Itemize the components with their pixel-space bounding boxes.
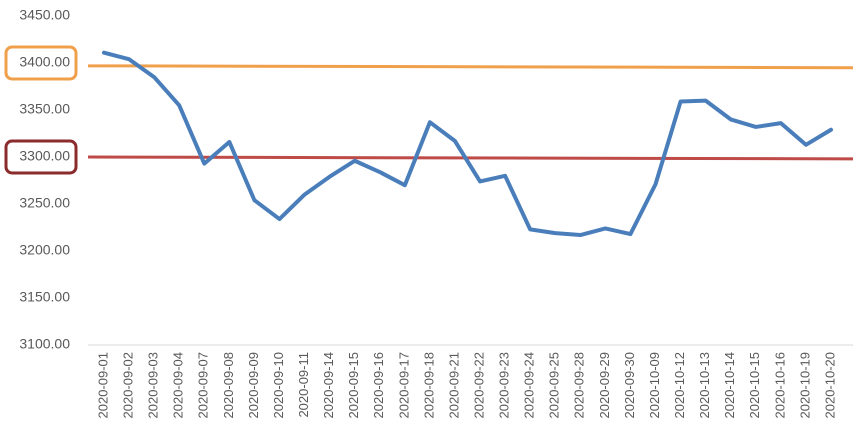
y-tick-label: 3450.00 — [19, 7, 70, 23]
y-tick-label: 3150.00 — [19, 289, 70, 305]
x-tick-label: 2020-09-24 — [522, 352, 537, 419]
reference-line — [87, 155, 854, 161]
x-tick-label: 2020-09-29 — [597, 352, 612, 419]
tick-highlight — [4, 139, 78, 175]
x-tick-label: 2020-09-08 — [221, 352, 236, 419]
x-tick-label: 2020-09-07 — [196, 352, 211, 419]
x-tick-label: 2020-09-02 — [121, 352, 136, 419]
x-tick-label: 2020-09-18 — [421, 352, 436, 419]
x-tick-label: 2020-10-15 — [747, 352, 762, 419]
x-tick-label: 2020-10-19 — [797, 352, 812, 419]
x-tick-label: 2020-09-03 — [146, 352, 161, 419]
x-tick-label: 2020-09-04 — [171, 352, 186, 419]
reference-line — [87, 64, 854, 70]
x-tick-label: 2020-09-25 — [547, 352, 562, 419]
y-tick-label: 3350.00 — [19, 101, 70, 117]
x-tick-label: 2020-09-23 — [497, 352, 512, 419]
x-tick-label: 2020-09-21 — [446, 352, 461, 419]
y-tick-label: 3300.00 — [19, 148, 70, 164]
x-tick-label: 2020-09-28 — [572, 352, 587, 419]
x-tick-label: 2020-10-16 — [772, 352, 787, 419]
y-tick-label: 3100.00 — [19, 336, 70, 352]
y-tick-label: 3400.00 — [19, 54, 70, 70]
data-line — [102, 50, 833, 238]
x-tick-label: 2020-09-01 — [95, 352, 110, 419]
x-tick-label: 2020-09-11 — [296, 352, 311, 418]
x-tick-label: 2020-09-16 — [371, 352, 386, 419]
tick-highlight — [4, 45, 78, 81]
x-tick-label: 2020-09-09 — [246, 352, 261, 419]
x-tick-label: 2020-10-14 — [722, 352, 737, 419]
x-tick-label: 2020-09-10 — [271, 352, 286, 419]
x-tick-label: 2020-09-14 — [321, 352, 336, 419]
x-tick-label: 2020-09-30 — [622, 352, 637, 419]
x-tick-label: 2020-09-15 — [346, 352, 361, 419]
x-tick-label: 2020-10-09 — [647, 352, 662, 419]
x-tick-label: 2020-10-20 — [822, 352, 837, 419]
x-tick-label: 2020-10-12 — [672, 352, 687, 419]
y-tick-label: 3250.00 — [19, 195, 70, 211]
x-tick-label: 2020-09-17 — [396, 352, 411, 419]
y-tick-label: 3200.00 — [19, 242, 70, 258]
x-tick-label: 2020-10-13 — [697, 352, 712, 419]
x-tick-label: 2020-09-22 — [471, 352, 486, 419]
